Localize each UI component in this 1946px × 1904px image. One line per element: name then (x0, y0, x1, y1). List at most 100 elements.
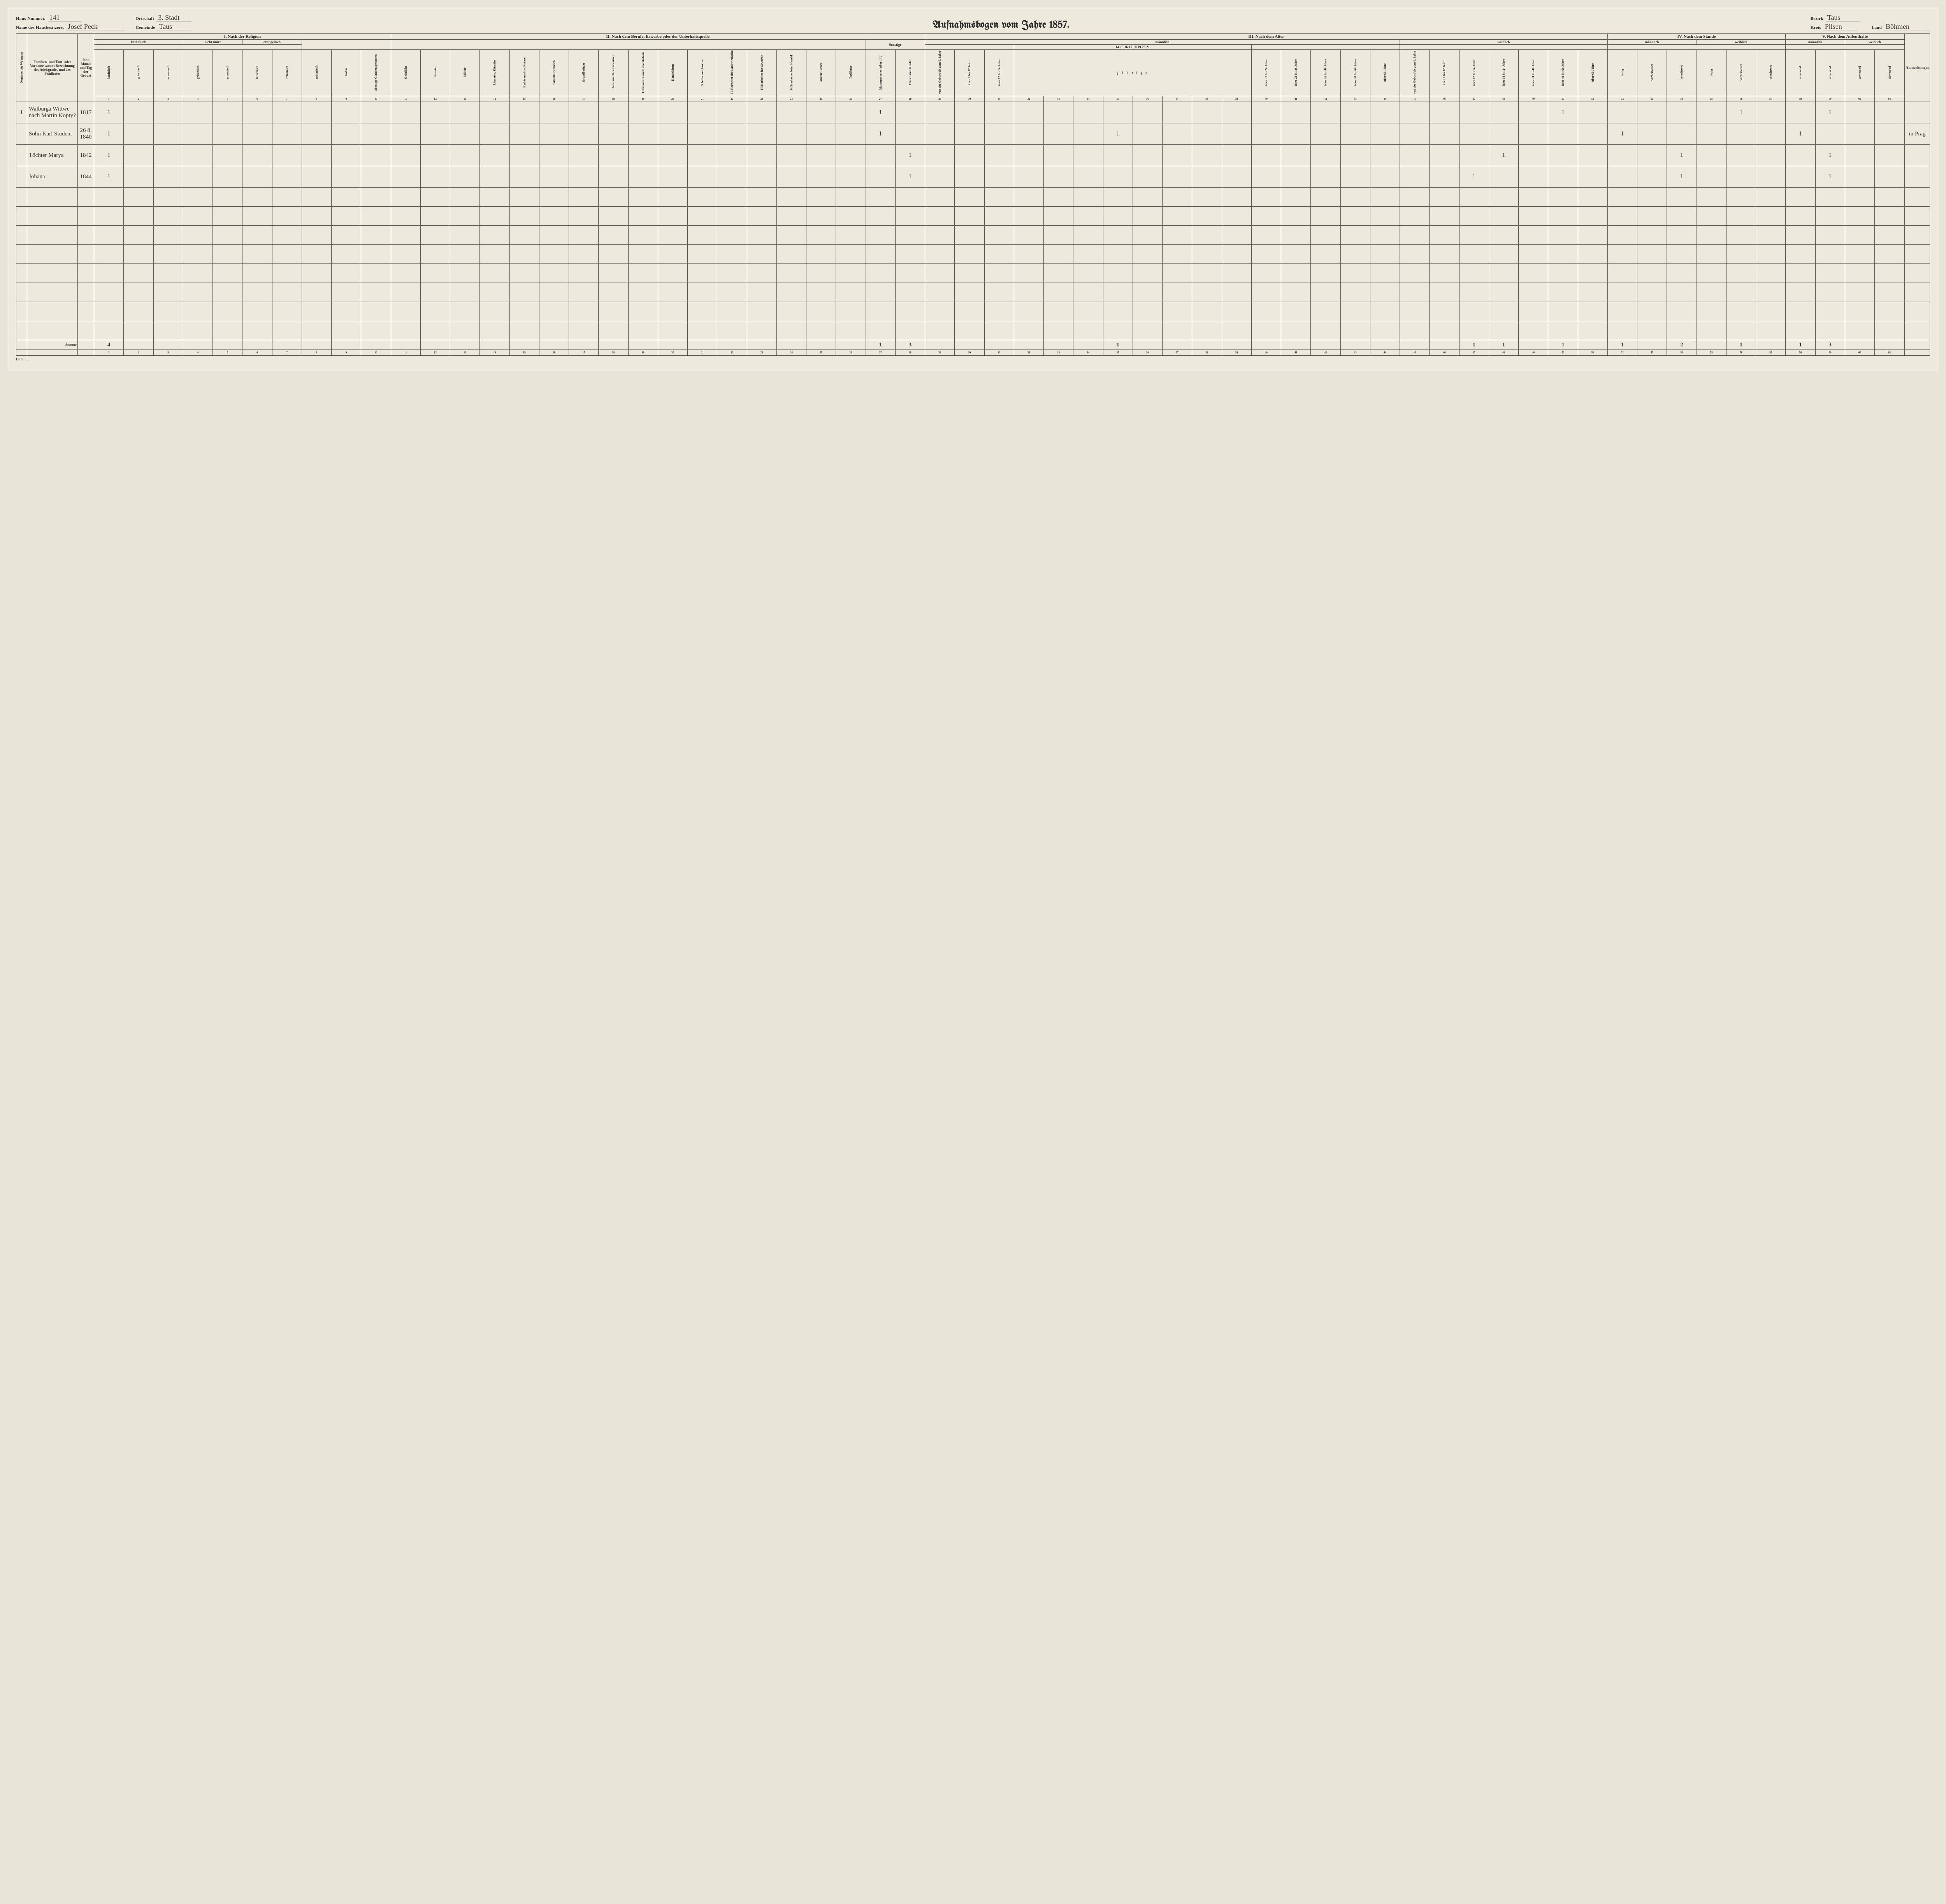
cell-data (509, 166, 539, 188)
cell-data (183, 123, 213, 145)
col-vlabel: reformirt (272, 50, 302, 96)
col-number: 43 (1340, 96, 1370, 102)
table-row: Sohn Karl Student26 8. 184011111in Prag (16, 123, 1930, 145)
summe-cell (836, 340, 866, 350)
cell-data (1519, 145, 1548, 166)
cell-data (509, 145, 539, 166)
sub-sonstige: Sonstige (866, 40, 925, 50)
col-number: 16 (539, 96, 569, 102)
cell-data (628, 123, 658, 145)
cell-data (1875, 123, 1905, 145)
cell-data (1370, 145, 1400, 166)
summe-cell (1311, 340, 1340, 350)
cell-data (509, 102, 539, 123)
cell-data (391, 145, 420, 166)
cell-data (569, 123, 599, 145)
cell-data (1400, 145, 1430, 166)
col-name: Familien- und Tauf- oder Vorname sammt B… (27, 34, 78, 102)
col-number: 50 (1548, 96, 1578, 102)
summe-cell (391, 340, 420, 350)
summe-cell (1370, 340, 1400, 350)
col-number: 26 (836, 96, 866, 102)
summe-cell (1192, 340, 1222, 350)
col-vlabel: über 60 Jahre (1578, 50, 1607, 96)
summe-cell (1845, 340, 1874, 350)
cell-data (776, 145, 806, 166)
cell-data (124, 123, 153, 145)
col-vlabel: über 24 bis 26 Jahre (1281, 50, 1311, 96)
summe-cell (539, 340, 569, 350)
cell-data (272, 102, 302, 123)
summe-label: Summe (27, 340, 78, 350)
cell-data (1044, 166, 1073, 188)
cell-data: 1 (94, 166, 124, 188)
cell-data: 1 (866, 102, 895, 123)
sub-evangelisch: evangelisch (242, 40, 302, 45)
cell-data (1430, 145, 1459, 166)
col-vlabel: anwesend (1845, 50, 1874, 96)
cell-data (1400, 102, 1430, 123)
col-anmerkungen: Anmerkungen. (1905, 34, 1930, 102)
cell-geburt: 1817 (78, 102, 94, 123)
cell-data (1459, 145, 1489, 166)
cell-name: Töchter Marya (27, 145, 78, 166)
summe-cell: 1 (1726, 340, 1756, 350)
cell-data (361, 166, 391, 188)
summe-cell (1044, 340, 1073, 350)
cell-data (361, 102, 391, 123)
summe-cell: 2 (1667, 340, 1697, 350)
cell-data (955, 123, 984, 145)
cell-wohnung (16, 123, 27, 145)
cell-wohnung (16, 145, 27, 166)
summe-cell (747, 340, 776, 350)
cell-data (539, 123, 569, 145)
col-number: 33 (1044, 96, 1073, 102)
cell-data (1607, 102, 1637, 123)
cell-data (1756, 145, 1786, 166)
col-number: 29 (925, 96, 955, 102)
col-number: 44 (1370, 96, 1400, 102)
col-vlabel: von der Geburt bis zum 6. Jahre (1400, 50, 1430, 96)
cell-data (1281, 102, 1311, 123)
col-number: 24 (776, 96, 806, 102)
cell-data (599, 166, 628, 188)
summe-cell (955, 340, 984, 350)
cell-data (1222, 102, 1251, 123)
cell-data (480, 166, 509, 188)
cell-data: 1 (1815, 145, 1845, 166)
house-number-label: Haus-Nummer. (16, 16, 46, 21)
cell-data (302, 123, 331, 145)
summe-cell (1637, 340, 1667, 350)
cell-data (836, 145, 866, 166)
header-area: Haus-Nummer. 141 Name des Hausbesitzers.… (16, 14, 1930, 30)
cell-data (1489, 102, 1518, 123)
cell-data (1281, 123, 1311, 145)
col-number: 2 (124, 96, 153, 102)
cell-data (1578, 145, 1607, 166)
cell-data (1073, 145, 1103, 166)
cell-data (1845, 145, 1874, 166)
census-table: Nummer der WohnungFamilien- und Tauf- od… (16, 33, 1930, 356)
summe-cell (450, 340, 480, 350)
cell-data (1578, 166, 1607, 188)
cell-data (1251, 145, 1281, 166)
cell-data (569, 166, 599, 188)
cell-data (1459, 102, 1489, 123)
cell-data (806, 102, 836, 123)
summe-cell (569, 340, 599, 350)
col-number: 17 (569, 96, 599, 102)
summe-cell (124, 340, 153, 350)
col-vlabel: Haus- und Rentenbesitzer (599, 50, 628, 96)
sum-row: Summe413111112113 (16, 340, 1930, 350)
cell-data (1578, 123, 1607, 145)
table-row-empty (16, 207, 1930, 226)
cell-data (1103, 102, 1133, 123)
house-number-value: 141 (48, 14, 82, 21)
cell-data (420, 145, 450, 166)
cell-data (1073, 166, 1103, 188)
cell-data (302, 145, 331, 166)
col-vlabel: Rechtsanwälte, Notare (509, 50, 539, 96)
cell-data (1875, 166, 1905, 188)
cell-data (1786, 166, 1815, 188)
cell-data (272, 123, 302, 145)
